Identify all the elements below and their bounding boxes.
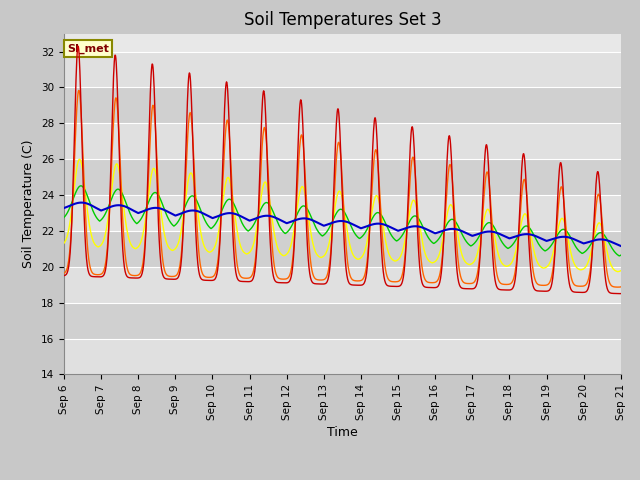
Bar: [64, 87, 621, 123]
X-axis label: Time: Time: [327, 426, 358, 439]
Text: SI_met: SI_met: [67, 44, 109, 54]
Bar: [64, 123, 621, 159]
Bar: [64, 51, 621, 87]
Bar: [64, 159, 621, 195]
Bar: [64, 267, 621, 303]
Legend: TC3_2Cm, TC3_4Cm, TC3_8Cm, TC3_16Cm, TC3_32Cm: TC3_2Cm, TC3_4Cm, TC3_8Cm, TC3_16Cm, TC3…: [86, 479, 598, 480]
Y-axis label: Soil Temperature (C): Soil Temperature (C): [22, 140, 35, 268]
Bar: [64, 303, 621, 338]
Bar: [64, 338, 621, 374]
Title: Soil Temperatures Set 3: Soil Temperatures Set 3: [244, 11, 441, 29]
Bar: [64, 231, 621, 267]
Bar: [64, 195, 621, 231]
